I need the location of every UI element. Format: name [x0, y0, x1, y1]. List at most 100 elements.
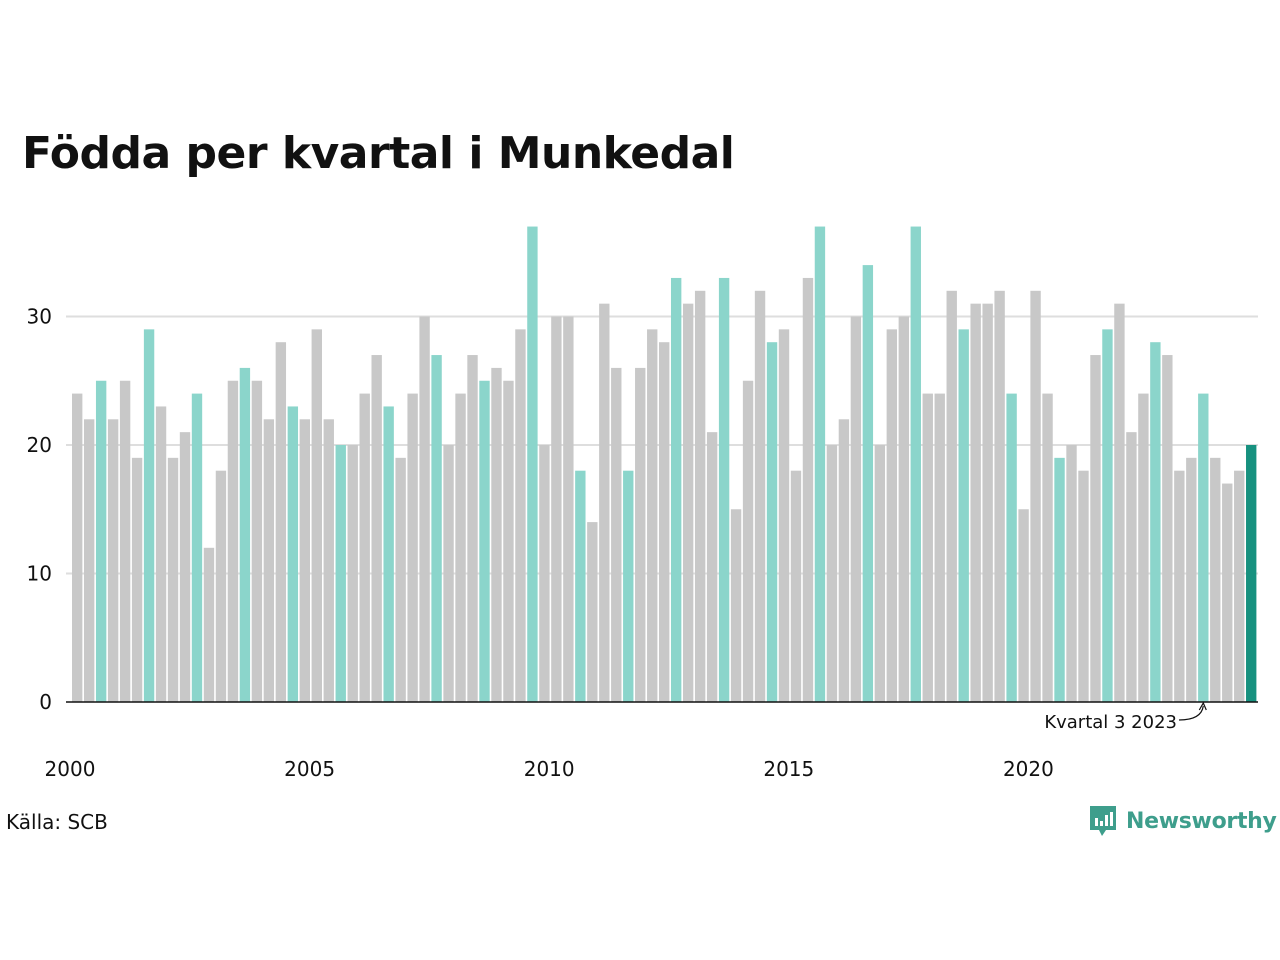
- bar: [503, 380, 514, 702]
- bar: [431, 355, 442, 702]
- bar: [72, 393, 83, 702]
- bar: [1126, 432, 1137, 702]
- bar: [191, 393, 203, 702]
- bar: [1054, 457, 1065, 702]
- newsworthy-logo-text: Newsworthy: [1126, 808, 1277, 834]
- bar: [203, 547, 215, 702]
- bar: [323, 419, 334, 702]
- bar: [611, 367, 622, 702]
- bar: [1222, 483, 1233, 702]
- bar: [1210, 457, 1221, 702]
- bar: [455, 393, 466, 702]
- bar: [407, 393, 418, 702]
- bar: [982, 303, 993, 702]
- bar: [347, 445, 358, 702]
- annotation-arrow: [1178, 705, 1204, 721]
- bar: [647, 329, 658, 702]
- bar: [587, 522, 598, 702]
- bar: [946, 290, 957, 702]
- axes: 0 10 20 30 2000 2005 2010 2015 2020: [27, 305, 1258, 781]
- bar: [754, 290, 766, 702]
- bar: [682, 303, 694, 702]
- bar: [850, 316, 862, 702]
- bar: [1018, 509, 1029, 702]
- bar: [491, 367, 502, 702]
- bar: [83, 419, 95, 702]
- bar: [1150, 342, 1161, 702]
- bar: [670, 277, 682, 702]
- bar: [287, 406, 299, 702]
- bar: [742, 380, 754, 702]
- bar: [107, 419, 119, 702]
- annotation-arrowhead: [1198, 701, 1207, 711]
- bar: [1246, 445, 1257, 702]
- bar: [659, 342, 670, 702]
- bar: [215, 470, 227, 702]
- bar: [371, 355, 382, 702]
- bar: [934, 393, 945, 702]
- bar: [467, 355, 478, 702]
- bar: [623, 470, 634, 702]
- bar: [1042, 393, 1053, 702]
- bar: [551, 316, 562, 702]
- annotation: Kvartal 3 2023: [1044, 701, 1207, 733]
- bar: [443, 445, 454, 702]
- bar: [730, 509, 742, 702]
- bar: [802, 277, 814, 702]
- bar: [95, 380, 107, 702]
- bar: [910, 226, 921, 703]
- bar: [167, 457, 179, 702]
- bar: [958, 329, 969, 702]
- bar: [874, 445, 886, 702]
- bar: [718, 277, 730, 702]
- annotation-label: Kvartal 3 2023: [1044, 712, 1177, 733]
- x-tick-label: 2010: [524, 757, 575, 781]
- bar: [143, 329, 155, 702]
- newsworthy-logo-icon: [1090, 806, 1116, 836]
- bars: [72, 226, 1257, 703]
- bar: [838, 419, 850, 702]
- bar: [1138, 393, 1149, 702]
- bar: [1066, 445, 1077, 702]
- bar: [227, 380, 239, 702]
- bar: [1234, 470, 1245, 702]
- bar: [539, 445, 550, 702]
- bar: [419, 316, 430, 702]
- bar: [131, 457, 143, 702]
- bar: [898, 316, 909, 702]
- y-tick-label: 0: [39, 690, 52, 714]
- bar: [1198, 393, 1209, 702]
- bar: [814, 226, 826, 703]
- bar: [479, 380, 490, 702]
- bar: [1174, 470, 1185, 702]
- bar: [922, 393, 933, 702]
- bar: [359, 393, 370, 702]
- bar: [155, 406, 167, 702]
- bar: [335, 445, 346, 702]
- x-tick-label: 2020: [1003, 757, 1054, 781]
- bar: [970, 303, 981, 702]
- bar: [515, 329, 526, 702]
- bar: [635, 367, 646, 702]
- bar: [599, 303, 610, 702]
- bar: [275, 342, 287, 702]
- bar: [575, 470, 586, 702]
- bar: [1090, 355, 1101, 702]
- bar: [778, 329, 790, 702]
- bar: [694, 290, 706, 702]
- bar: [395, 457, 406, 702]
- bar: [383, 406, 394, 702]
- y-tick-label: 10: [27, 562, 52, 586]
- bar: [790, 470, 802, 702]
- bar: [1006, 393, 1017, 702]
- bar: [706, 432, 718, 702]
- bar: [994, 290, 1005, 702]
- bar: [179, 432, 191, 702]
- bar: [1162, 355, 1173, 702]
- bar: [527, 226, 538, 703]
- source-label: Källa: SCB: [6, 810, 108, 834]
- bar: [766, 342, 778, 702]
- bar: [263, 419, 275, 702]
- x-tick-label: 2000: [45, 757, 96, 781]
